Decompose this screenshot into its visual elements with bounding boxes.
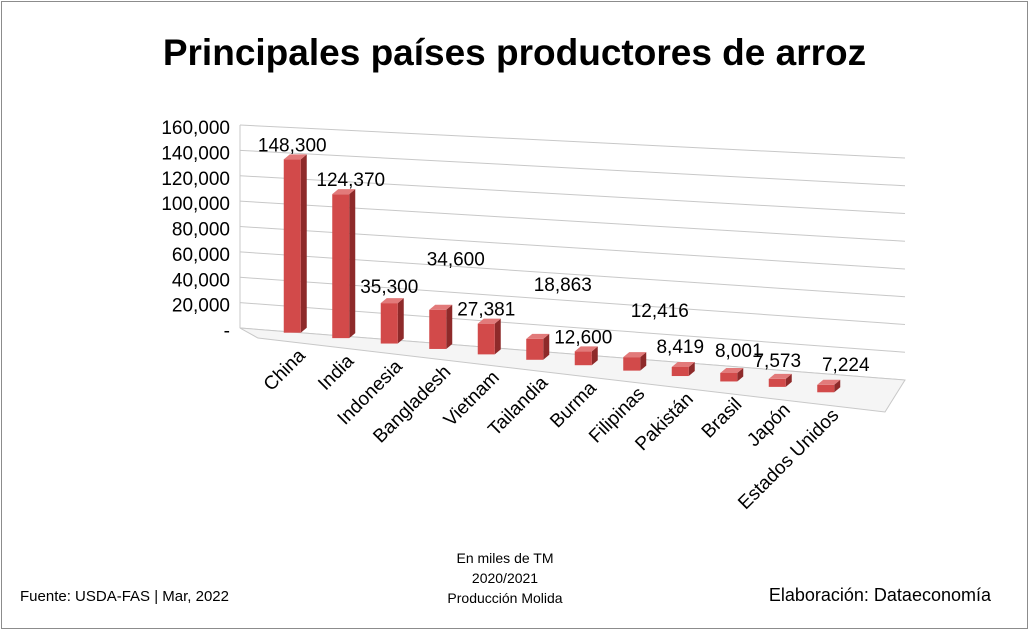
y-tick-label: 160,000 <box>161 118 230 139</box>
data-label: 124,370 <box>316 170 385 191</box>
bar-top <box>720 367 744 373</box>
y-tick-label: 100,000 <box>161 194 230 215</box>
bar-top <box>623 352 647 358</box>
bar-top <box>380 298 404 304</box>
bar-side <box>446 304 453 349</box>
bar <box>526 338 544 360</box>
y-tick-label: 120,000 <box>161 169 230 190</box>
units-note-line-3: Producción Molida <box>447 590 563 606</box>
data-label: 7,573 <box>753 351 801 372</box>
bar-side <box>591 346 598 366</box>
y-tick-label: 80,000 <box>172 220 230 241</box>
bar-top <box>671 361 695 367</box>
bar-side <box>300 154 307 333</box>
units-note-line-2: 2020/2021 <box>471 570 539 586</box>
bar <box>574 351 592 366</box>
data-label: 12,416 <box>631 301 689 322</box>
bar <box>817 384 835 393</box>
bar <box>429 309 447 349</box>
bar-side <box>543 333 550 360</box>
x-tick-label: China <box>260 345 310 395</box>
data-label: 8,419 <box>656 337 704 358</box>
chart-title: Principales países productores de arroz <box>162 32 867 73</box>
bar <box>623 357 641 371</box>
bar <box>283 159 301 333</box>
bar <box>720 372 738 382</box>
y-tick-label: 140,000 <box>161 143 230 164</box>
bar-top <box>332 189 356 195</box>
data-label: 12,600 <box>554 327 612 348</box>
bar-side <box>494 318 501 355</box>
data-label: 27,381 <box>457 300 515 321</box>
gridline <box>239 175 906 214</box>
bar-top <box>768 373 792 379</box>
y-tick-label: 40,000 <box>172 270 230 291</box>
data-label: 18,863 <box>534 275 592 296</box>
bar <box>332 194 350 339</box>
bar-top <box>429 304 453 310</box>
bar-side <box>688 361 695 377</box>
bar <box>671 366 689 377</box>
x-tick-label: Japón <box>743 400 794 451</box>
bar-side <box>640 352 647 371</box>
bar-top <box>526 333 550 339</box>
bar-top <box>477 318 501 324</box>
bar-top <box>817 379 841 385</box>
data-label: 35,300 <box>360 277 418 298</box>
x-tick-label: Estados Unidos <box>734 405 843 514</box>
data-label: 34,600 <box>427 250 485 271</box>
y-tick-label: - <box>224 321 230 342</box>
units-note: En miles de TM 2020/2021 Producción Moli… <box>380 548 630 608</box>
bar <box>768 378 786 387</box>
x-tick-label: India <box>314 351 358 395</box>
gridline <box>239 149 906 187</box>
bar-top <box>574 346 598 352</box>
y-tick-label: 20,000 <box>172 296 230 317</box>
data-label: 8,001 <box>715 341 763 362</box>
bar <box>477 323 495 355</box>
credit-text: Elaboración: Dataeconomía <box>768 585 991 605</box>
data-label: 7,224 <box>822 355 870 376</box>
bar <box>380 303 398 344</box>
bar-top <box>283 154 307 160</box>
bar-side <box>785 373 792 387</box>
x-tick-label: Brasil <box>698 394 746 442</box>
units-note-line-1: En miles de TM <box>456 550 554 566</box>
source-text: Fuente: USDA-FAS | Mar, 2022 <box>20 588 229 605</box>
bar-side <box>737 367 744 382</box>
bar-side <box>397 298 404 344</box>
bar-side <box>349 189 356 339</box>
gridline <box>239 124 906 159</box>
bar-side <box>834 379 841 393</box>
data-label: 148,300 <box>258 135 327 156</box>
y-tick-label: 60,000 <box>172 245 230 266</box>
